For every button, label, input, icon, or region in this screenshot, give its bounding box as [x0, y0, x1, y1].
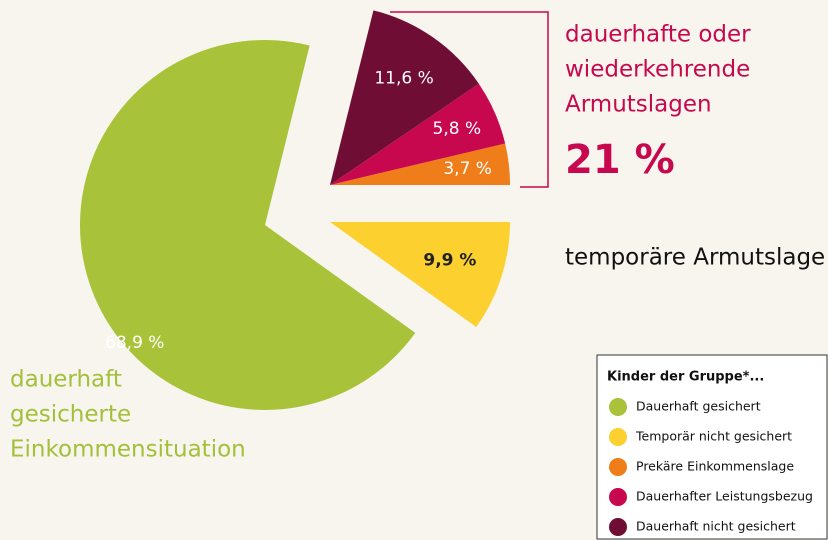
- legend-title: Kinder der Gruppe*...: [607, 370, 764, 385]
- value-label: 68,9 %: [105, 333, 164, 353]
- annotation: gesicherte: [10, 402, 131, 428]
- bracket: [390, 11, 549, 188]
- pie-slice: [330, 143, 510, 185]
- value-label: 5,8 %: [433, 119, 482, 139]
- annotation: dauerhafte oder: [565, 22, 751, 48]
- legend-label: Dauerhaft gesichert: [636, 399, 761, 414]
- value-label: 3,7 %: [443, 159, 492, 179]
- annotation: Armutslagen: [565, 92, 712, 118]
- legend-swatch: [609, 518, 627, 536]
- value-label: 9,9 %: [423, 251, 476, 271]
- legend-swatch: [609, 398, 627, 416]
- legend-label: Dauerhaft nicht gesichert: [636, 519, 796, 534]
- legend-label: Prekäre Einkommenslage: [636, 459, 794, 474]
- legend-label: Dauerhafter Leistungsbezug: [636, 489, 813, 504]
- legend-box: [596, 354, 828, 540]
- value-label: 11,6 %: [374, 69, 433, 89]
- annotation: dauerhaft: [10, 367, 122, 393]
- annotation: wiederkehrende: [565, 57, 750, 83]
- legend-swatch: [609, 428, 627, 446]
- annotation: Einkommensituation: [10, 437, 246, 463]
- legend-label: Temporär nicht gesichert: [635, 429, 792, 444]
- pie-slice: [330, 83, 506, 185]
- annotation: temporäre Armutslage: [565, 245, 825, 271]
- legend-swatch: [609, 458, 627, 476]
- pie-slice: [330, 222, 510, 327]
- pie-slice: [80, 40, 416, 411]
- annotation-total: 21 %: [565, 137, 675, 183]
- legend-swatch: [609, 488, 627, 506]
- pie-slice: [330, 10, 479, 186]
